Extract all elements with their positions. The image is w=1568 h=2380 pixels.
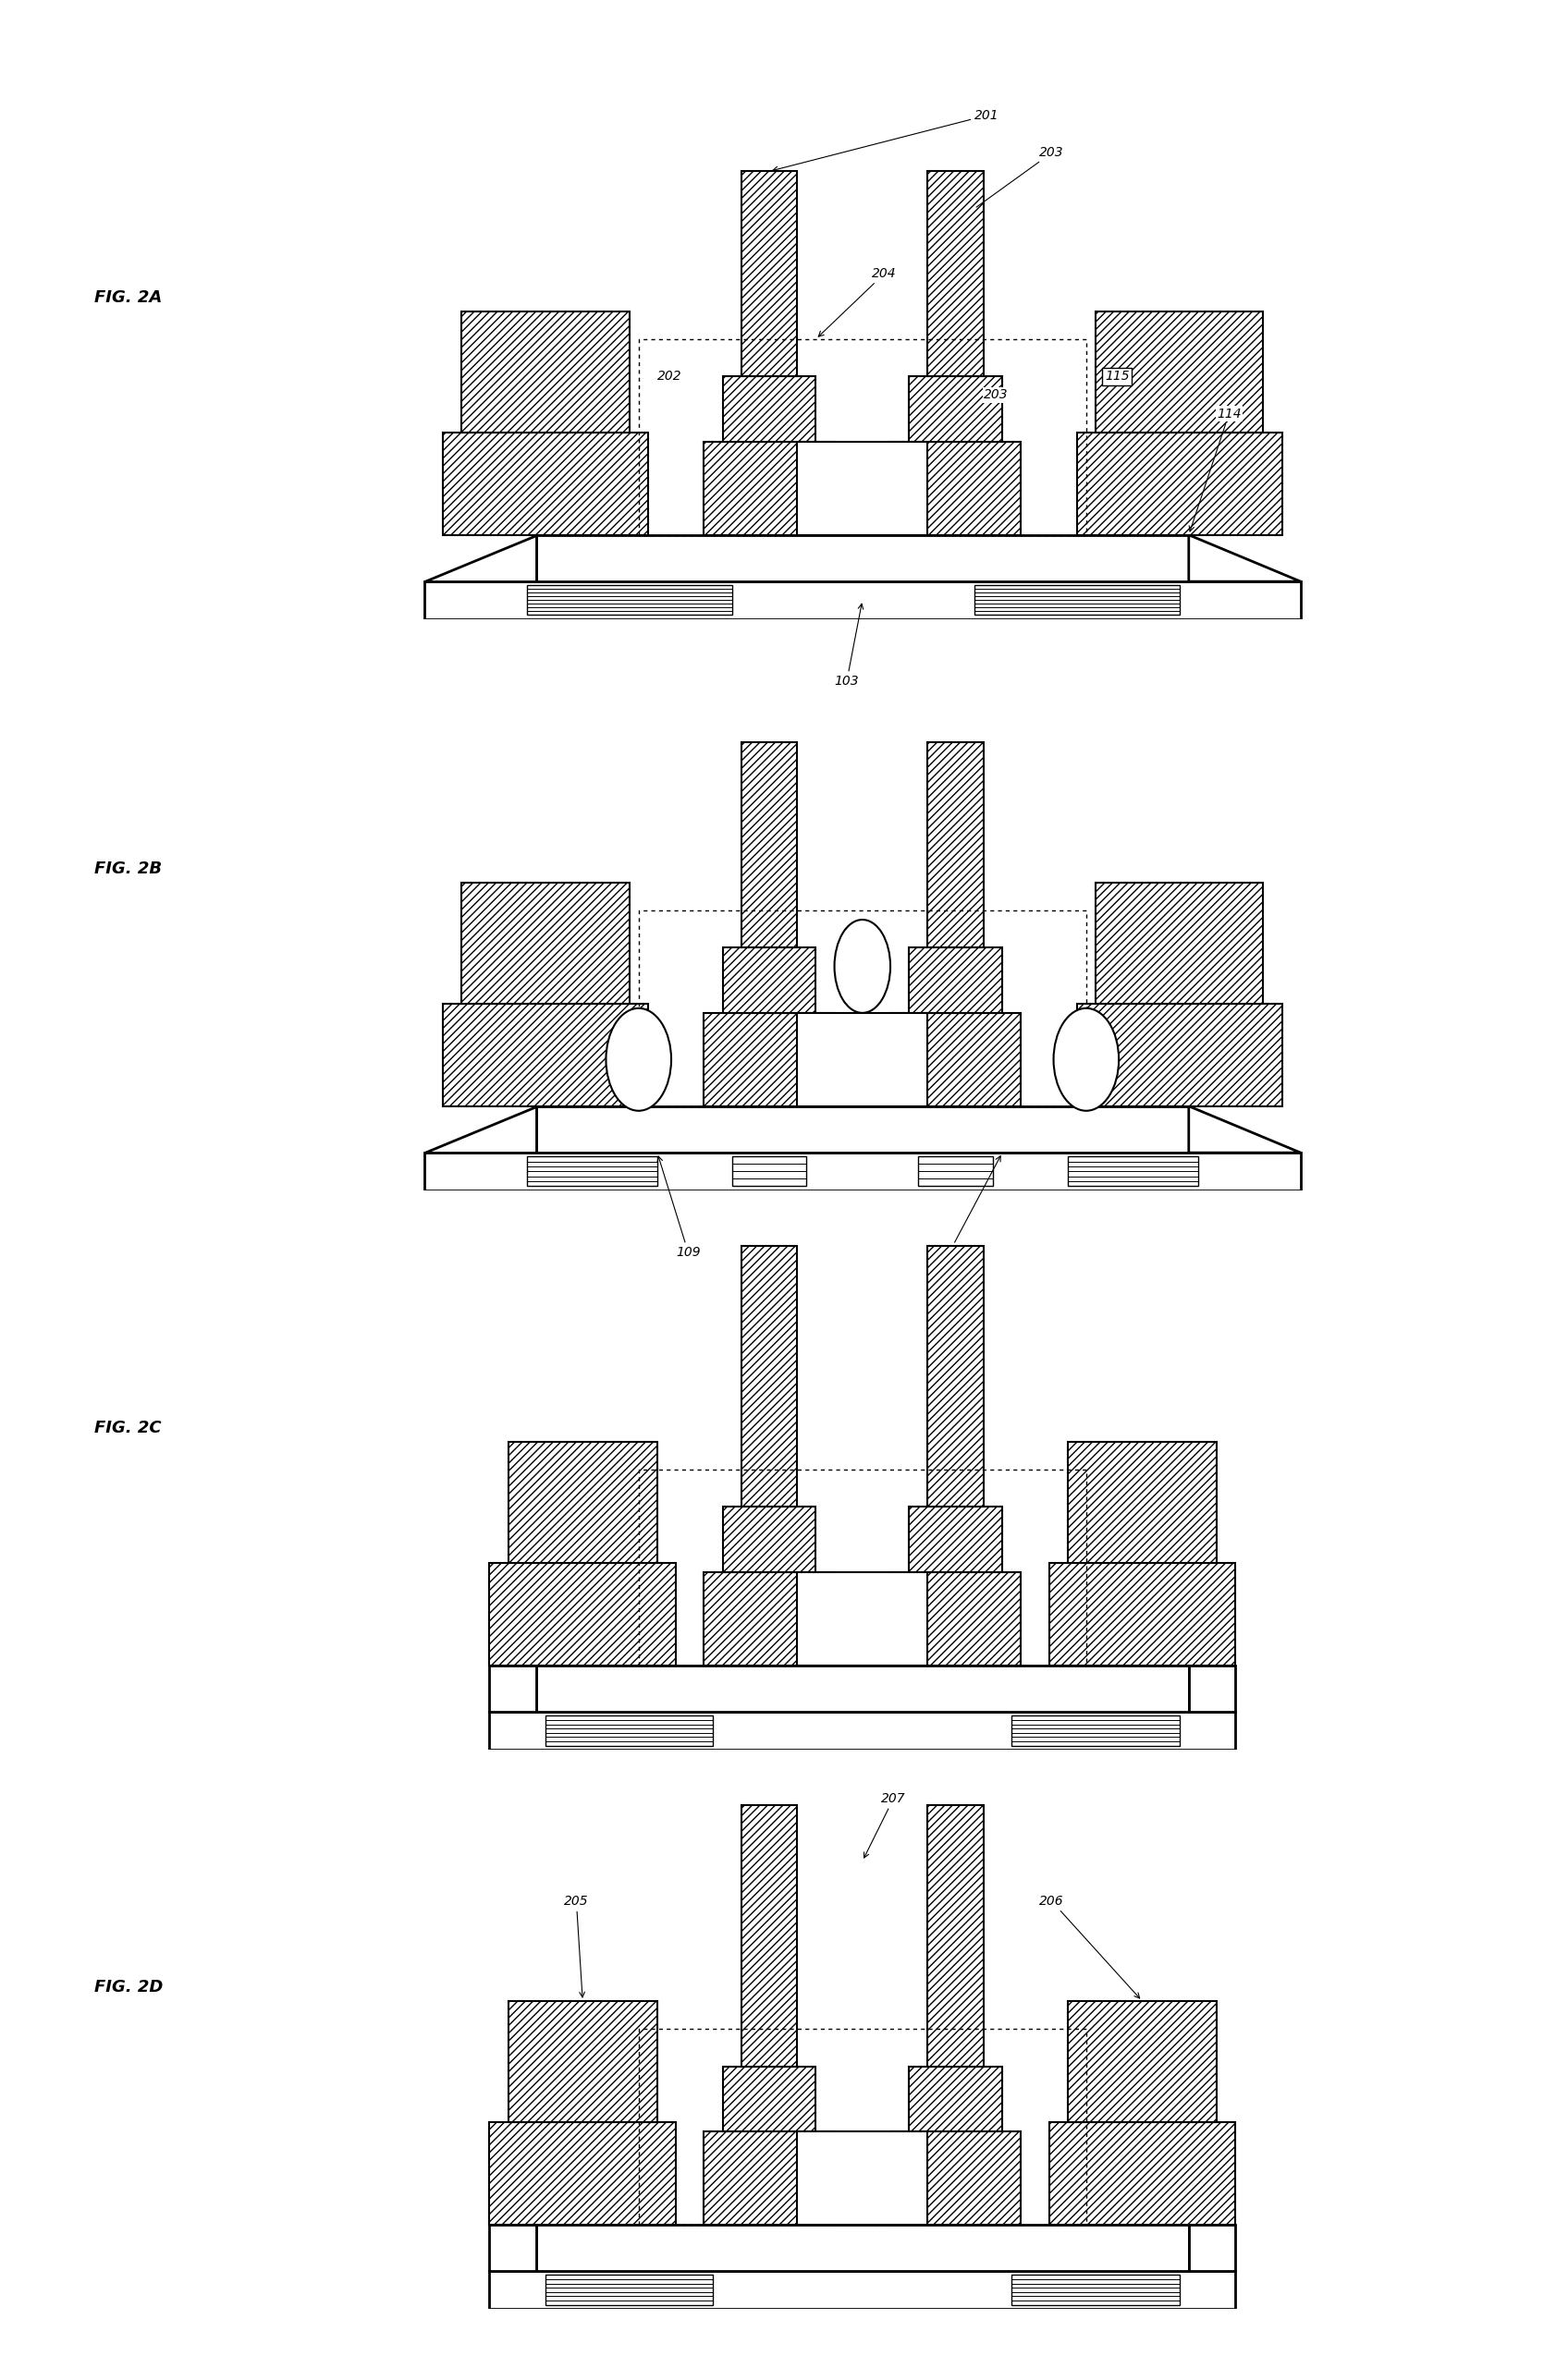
Text: 201: 201 [773,109,999,171]
Polygon shape [909,2066,1002,2132]
Text: 205: 205 [564,1894,588,1997]
Polygon shape [1189,536,1300,581]
Polygon shape [797,443,928,536]
Ellipse shape [834,919,891,1014]
Text: FIG. 2C: FIG. 2C [94,1421,162,1435]
Polygon shape [704,1014,834,1107]
Polygon shape [891,1014,1021,1107]
Text: 114: 114 [1189,407,1242,531]
Polygon shape [723,376,815,443]
Polygon shape [704,443,834,536]
Polygon shape [489,1711,1236,1749]
Polygon shape [489,1666,536,1711]
Polygon shape [546,2275,713,2304]
Polygon shape [1011,1716,1179,1745]
Polygon shape [891,1573,1021,1666]
Polygon shape [742,1245,797,1507]
Ellipse shape [605,1009,671,1111]
Polygon shape [974,585,1179,614]
Polygon shape [527,1157,657,1185]
Polygon shape [891,2132,1021,2225]
Polygon shape [919,1157,993,1185]
Polygon shape [732,1157,806,1185]
Polygon shape [425,581,1300,619]
Polygon shape [508,2002,657,2123]
Polygon shape [704,2132,834,2225]
Polygon shape [536,536,1189,581]
Polygon shape [1049,2123,1236,2225]
Polygon shape [536,1107,1189,1152]
Polygon shape [797,2132,928,2225]
Polygon shape [742,171,797,376]
Polygon shape [489,1564,676,1666]
Polygon shape [928,743,983,947]
Polygon shape [442,1004,648,1107]
Polygon shape [742,1804,797,2066]
Polygon shape [704,1573,834,1666]
Polygon shape [742,743,797,947]
Polygon shape [1077,433,1283,536]
Polygon shape [1011,2275,1179,2304]
Polygon shape [723,1507,815,1573]
Polygon shape [1068,1157,1198,1185]
Polygon shape [797,1573,928,1666]
Ellipse shape [1054,1009,1120,1111]
Polygon shape [1068,2002,1217,2123]
Polygon shape [928,1245,983,1507]
Polygon shape [527,585,732,614]
Text: 206: 206 [1040,1894,1140,1999]
Polygon shape [891,443,1021,536]
Polygon shape [1189,1107,1300,1152]
Polygon shape [461,312,629,433]
Text: 110: 110 [938,1157,1000,1259]
Polygon shape [536,1666,1189,1711]
Text: FIG. 2A: FIG. 2A [94,290,162,305]
Polygon shape [1049,1564,1236,1666]
Polygon shape [425,536,536,581]
Polygon shape [1189,2225,1236,2271]
Polygon shape [723,947,815,1014]
Polygon shape [928,1804,983,2066]
Polygon shape [442,433,648,536]
Polygon shape [546,1716,713,1745]
Text: 109: 109 [657,1157,701,1259]
Polygon shape [1096,312,1264,433]
Text: 115: 115 [1105,369,1129,383]
Polygon shape [1096,883,1264,1004]
Text: 203: 203 [983,388,1008,402]
Text: 202: 202 [657,369,682,383]
Polygon shape [508,1442,657,1564]
Polygon shape [489,2225,536,2271]
Polygon shape [797,1014,928,1107]
Polygon shape [909,947,1002,1014]
Polygon shape [461,883,629,1004]
Polygon shape [928,171,983,376]
Text: 203: 203 [977,145,1065,207]
Polygon shape [425,1152,1300,1190]
Polygon shape [489,2271,1236,2309]
Text: 207: 207 [864,1792,906,1859]
Polygon shape [425,1107,536,1152]
Polygon shape [909,376,1002,443]
Polygon shape [1189,1666,1236,1711]
Text: 103: 103 [834,605,864,688]
Polygon shape [489,2123,676,2225]
Polygon shape [909,1507,1002,1573]
Text: 204: 204 [818,267,897,336]
Polygon shape [723,2066,815,2132]
Text: FIG. 2D: FIG. 2D [94,1980,163,1994]
Polygon shape [1077,1004,1283,1107]
Polygon shape [536,2225,1189,2271]
Text: FIG. 2B: FIG. 2B [94,862,162,876]
Text: 107: 107 [825,490,850,505]
Polygon shape [1068,1442,1217,1564]
